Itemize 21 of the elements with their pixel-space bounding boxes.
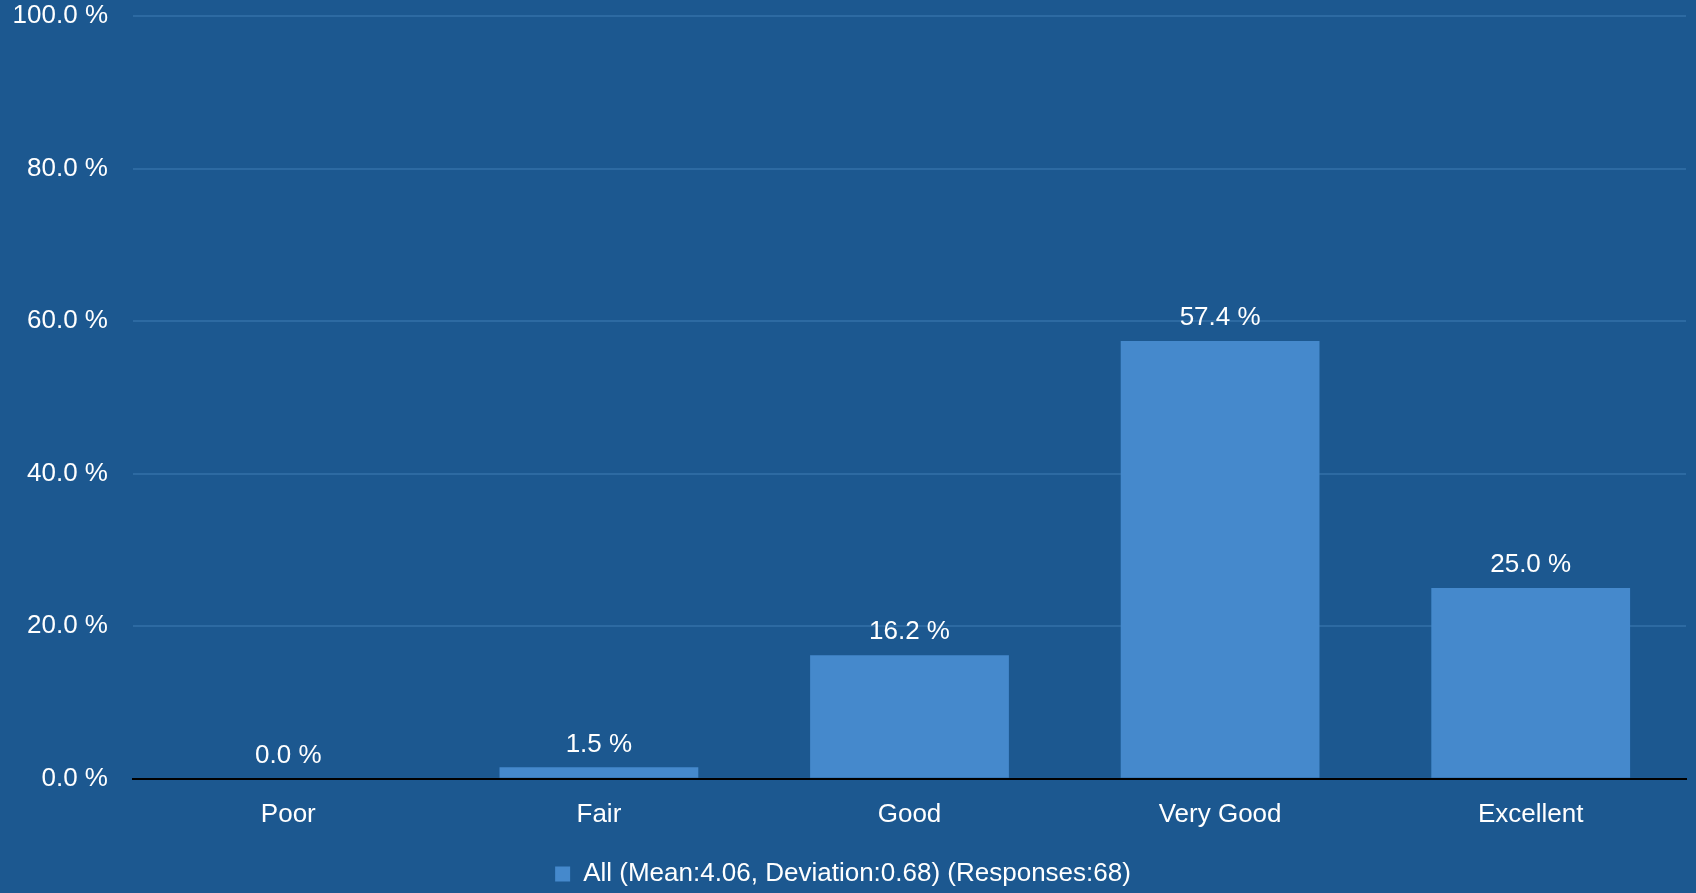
y-tick-label: 80.0 %	[27, 151, 108, 182]
y-tick-label: 20.0 %	[27, 609, 108, 640]
data-label: 1.5 %	[565, 727, 633, 758]
bar	[1120, 340, 1320, 778]
y-tick-label: 100.0 %	[12, 0, 108, 30]
data-label: 57.4 %	[1179, 301, 1261, 332]
data-label: 0.0 %	[255, 738, 322, 769]
legend-label: All (Mean:4.06, Deviation:0.68) (Responses:68)	[583, 857, 1131, 888]
x-tick-label: Poor	[260, 797, 317, 828]
bar	[810, 655, 1009, 778]
x-tick-label: Very Good	[1158, 797, 1282, 828]
data-label: 25.0 %	[1490, 548, 1572, 579]
x-tick-label: Good	[877, 797, 942, 828]
x-tick-label: Fair	[576, 797, 622, 828]
bar	[1431, 588, 1631, 778]
data-label: 16.2 %	[869, 615, 950, 646]
y-tick-label: 0.0 %	[41, 761, 108, 792]
y-tick-label: 40.0 %	[27, 456, 108, 487]
x-tick-label: Excellent	[1477, 797, 1585, 828]
y-tick-label: 60.0 %	[27, 304, 108, 335]
bar	[499, 767, 699, 778]
